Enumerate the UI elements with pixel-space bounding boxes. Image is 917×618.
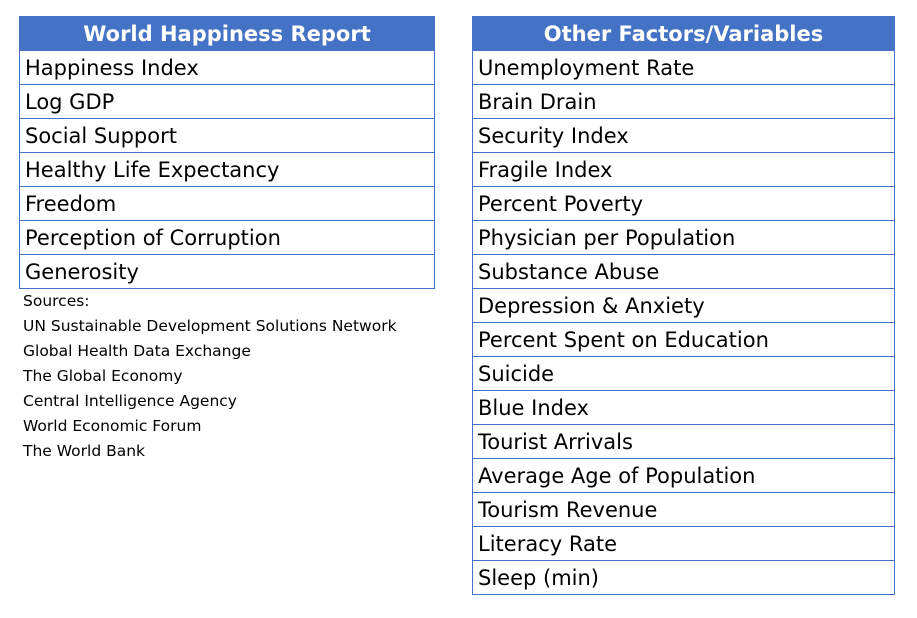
table-row: Social Support — [19, 118, 435, 153]
source-item: The World Bank — [23, 442, 146, 460]
source-item: The Global Economy — [23, 367, 183, 385]
table-cell: Physician per Population — [472, 220, 895, 255]
table-row: Freedom — [19, 186, 435, 221]
table-cell: Percent Spent on Education — [472, 322, 895, 357]
table-row: Perception of Corruption — [19, 220, 435, 255]
table-cell: Social Support — [19, 118, 435, 153]
table-cell: Depression & Anxiety — [472, 288, 895, 323]
table-row: Generosity — [19, 254, 435, 289]
table-row: Percent Spent on Education — [472, 322, 895, 357]
table-cell: Security Index — [472, 118, 895, 153]
sources-label: Sources: — [23, 292, 90, 310]
table-row: Depression & Anxiety — [472, 288, 895, 323]
table-row: Log GDP — [19, 84, 435, 119]
table-cell: Substance Abuse — [472, 254, 895, 289]
table-row: Unemployment Rate — [472, 50, 895, 85]
table-cell: Average Age of Population — [472, 458, 895, 493]
table-row: Happiness Index — [19, 50, 435, 85]
table-row: Physician per Population — [472, 220, 895, 255]
table-cell: Unemployment Rate — [472, 50, 895, 85]
world-happiness-report-table: World Happiness Report Happiness Index L… — [19, 16, 435, 289]
table-header-row: World Happiness Report — [19, 16, 435, 51]
table-row: Healthy Life Expectancy — [19, 152, 435, 187]
table-row: Tourism Revenue — [472, 492, 895, 527]
table-cell: Percent Poverty — [472, 186, 895, 221]
table-cell: Happiness Index — [19, 50, 435, 85]
other-factors-table: Other Factors/Variables Unemployment Rat… — [472, 16, 895, 595]
table-row: Average Age of Population — [472, 458, 895, 493]
table-cell: Healthy Life Expectancy — [19, 152, 435, 187]
table-row: Fragile Index — [472, 152, 895, 187]
table-cell: Fragile Index — [472, 152, 895, 187]
sources-list: Sources: UN Sustainable Development Solu… — [23, 289, 397, 464]
table-row: Sleep (min) — [472, 560, 895, 595]
table-row: Tourist Arrivals — [472, 424, 895, 459]
other-factors-header: Other Factors/Variables — [472, 16, 895, 51]
table-cell: Blue Index — [472, 390, 895, 425]
table-cell: Brain Drain — [472, 84, 895, 119]
table-row: Security Index — [472, 118, 895, 153]
table-cell: Generosity — [19, 254, 435, 289]
source-item: World Economic Forum — [23, 417, 202, 435]
source-item: UN Sustainable Development Solutions Net… — [23, 317, 397, 335]
table-header-row: Other Factors/Variables — [472, 16, 895, 51]
table-row: Blue Index — [472, 390, 895, 425]
table-cell: Sleep (min) — [472, 560, 895, 595]
table-row: Suicide — [472, 356, 895, 391]
source-item: Global Health Data Exchange — [23, 342, 251, 360]
table-row: Literacy Rate — [472, 526, 895, 561]
table-row: Percent Poverty — [472, 186, 895, 221]
world-happiness-report-header: World Happiness Report — [19, 16, 435, 51]
table-row: Brain Drain — [472, 84, 895, 119]
table-row: Substance Abuse — [472, 254, 895, 289]
table-cell: Suicide — [472, 356, 895, 391]
table-cell: Log GDP — [19, 84, 435, 119]
table-cell: Tourist Arrivals — [472, 424, 895, 459]
source-item: Central Intelligence Agency — [23, 392, 237, 410]
table-cell: Freedom — [19, 186, 435, 221]
table-cell: Literacy Rate — [472, 526, 895, 561]
table-cell: Perception of Corruption — [19, 220, 435, 255]
table-cell: Tourism Revenue — [472, 492, 895, 527]
